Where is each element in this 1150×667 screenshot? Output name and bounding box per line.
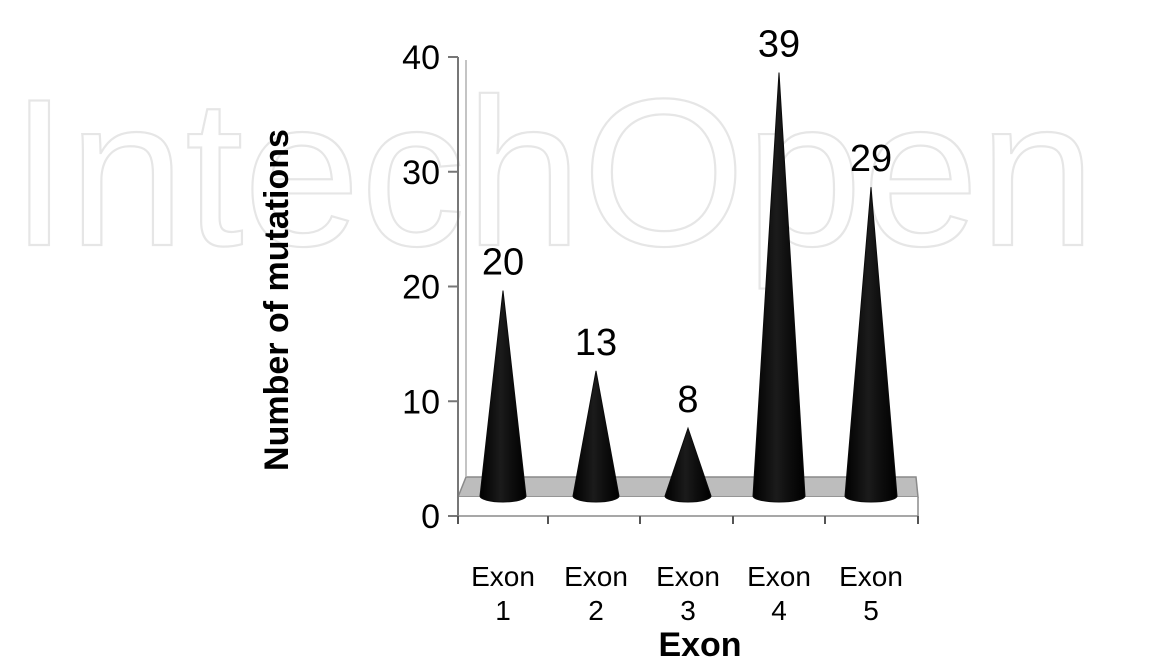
x-category-label-line2: 4 — [771, 595, 787, 626]
x-category-label-line1: Exon — [656, 561, 720, 592]
cone-body — [479, 290, 527, 503]
cone-bar — [844, 187, 898, 503]
y-tick-label: 0 — [421, 498, 440, 536]
cone-body — [752, 72, 806, 503]
x-axis-title: Exon — [658, 626, 741, 664]
data-label: 39 — [758, 23, 800, 65]
x-category-label-line2: 1 — [495, 595, 511, 626]
y-axis-title: Number of mutations — [258, 129, 296, 471]
cone-bar — [752, 72, 806, 503]
data-label: 29 — [850, 138, 892, 180]
floor-front — [458, 497, 918, 516]
y-tick-label: 40 — [402, 39, 440, 77]
x-category-label-line1: Exon — [839, 561, 903, 592]
watermark-logo: IntechOpen — [10, 55, 1096, 290]
cones — [479, 72, 898, 503]
cone-body — [844, 187, 898, 503]
y-axis: 0 10 20 30 40 — [402, 39, 467, 536]
data-label: 20 — [482, 242, 524, 284]
x-category-label-line1: Exon — [564, 561, 628, 592]
data-labels: 20 13 8 39 29 — [482, 23, 892, 421]
data-label: 8 — [677, 379, 698, 421]
cone-body — [572, 370, 620, 503]
x-category-label-line1: Exon — [471, 561, 535, 592]
x-category-label-line2: 2 — [588, 595, 604, 626]
x-category-label-line2: 5 — [863, 595, 879, 626]
cone-bar — [664, 426, 712, 503]
y-tick-label: 30 — [402, 154, 440, 192]
x-category-label-line1: Exon — [747, 561, 811, 592]
x-category-label-line2: 3 — [680, 595, 696, 626]
cone-bar — [479, 290, 527, 503]
cone-body — [664, 426, 712, 503]
cone-bar — [572, 370, 620, 503]
y-tick-label: 10 — [402, 383, 440, 421]
y-tick-label: 20 — [402, 269, 440, 307]
data-label: 13 — [575, 322, 617, 364]
